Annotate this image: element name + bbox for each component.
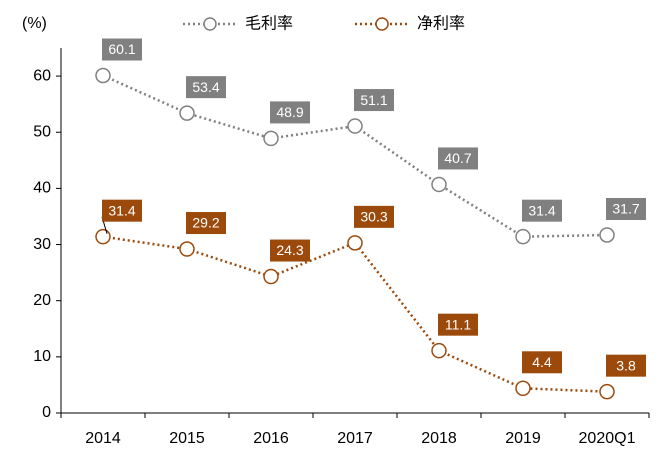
y-tick-label: 60 xyxy=(33,67,51,84)
data-label-box xyxy=(270,239,310,262)
y-tick-label: 20 xyxy=(33,292,51,309)
point xyxy=(347,118,363,134)
x-tick-label: 2018 xyxy=(421,430,457,447)
y-tick-label: 50 xyxy=(33,123,51,140)
point xyxy=(599,383,615,400)
data-label-box xyxy=(354,89,394,112)
x-tick-label: 2019 xyxy=(505,430,541,447)
point xyxy=(431,176,447,193)
point xyxy=(179,241,195,257)
data-label: 31.4 xyxy=(108,202,135,218)
data-label-box xyxy=(438,313,478,336)
point xyxy=(431,342,447,359)
point xyxy=(95,228,111,245)
data-label: 31.4 xyxy=(528,202,555,218)
legend-marker xyxy=(375,17,389,31)
point xyxy=(263,130,279,147)
x-tick-label: 2020Q1 xyxy=(579,430,636,447)
data-label-box xyxy=(354,205,394,228)
point xyxy=(347,235,363,251)
data-label: 53.4 xyxy=(192,79,219,95)
data-label: 24.3 xyxy=(276,242,303,258)
data-label: 29.2 xyxy=(192,215,219,231)
legend-label: 净利率 xyxy=(417,14,465,33)
data-label-box xyxy=(186,212,226,235)
point xyxy=(263,268,279,285)
y-tick-label: 0 xyxy=(42,404,51,421)
legend-label: 毛利率 xyxy=(245,14,293,33)
x-tick-label: 2014 xyxy=(85,430,121,447)
point xyxy=(179,105,195,121)
point xyxy=(515,380,531,397)
point xyxy=(515,228,531,245)
y-tick-label: 30 xyxy=(33,236,51,253)
data-label: 51.1 xyxy=(360,92,387,108)
data-label: 31.7 xyxy=(612,201,639,217)
legend-marker xyxy=(203,17,217,31)
data-label: 30.3 xyxy=(360,209,387,225)
y-axis-label: (%) xyxy=(22,15,47,32)
data-label: 4.4 xyxy=(532,354,552,370)
data-label: 48.9 xyxy=(276,104,303,120)
data-label-box xyxy=(606,197,646,220)
point xyxy=(599,227,615,243)
data-label-box xyxy=(102,199,142,222)
data-label-box xyxy=(438,147,478,170)
data-label-box xyxy=(522,199,562,222)
data-label: 60.1 xyxy=(108,41,135,57)
data-label-box xyxy=(186,76,226,99)
x-tick-label: 2016 xyxy=(253,430,289,447)
x-tick-label: 2017 xyxy=(337,430,373,447)
data-label-box xyxy=(606,354,646,377)
data-label-box xyxy=(522,351,562,374)
data-label-box xyxy=(270,101,310,124)
data-label: 11.1 xyxy=(445,316,471,332)
y-tick-label: 40 xyxy=(33,180,51,197)
data-label: 40.7 xyxy=(444,150,471,166)
x-tick-label: 2015 xyxy=(169,430,205,447)
point xyxy=(95,67,111,84)
data-label: 3.8 xyxy=(616,357,636,373)
y-tick-label: 10 xyxy=(33,348,51,365)
data-label-box xyxy=(102,38,142,61)
